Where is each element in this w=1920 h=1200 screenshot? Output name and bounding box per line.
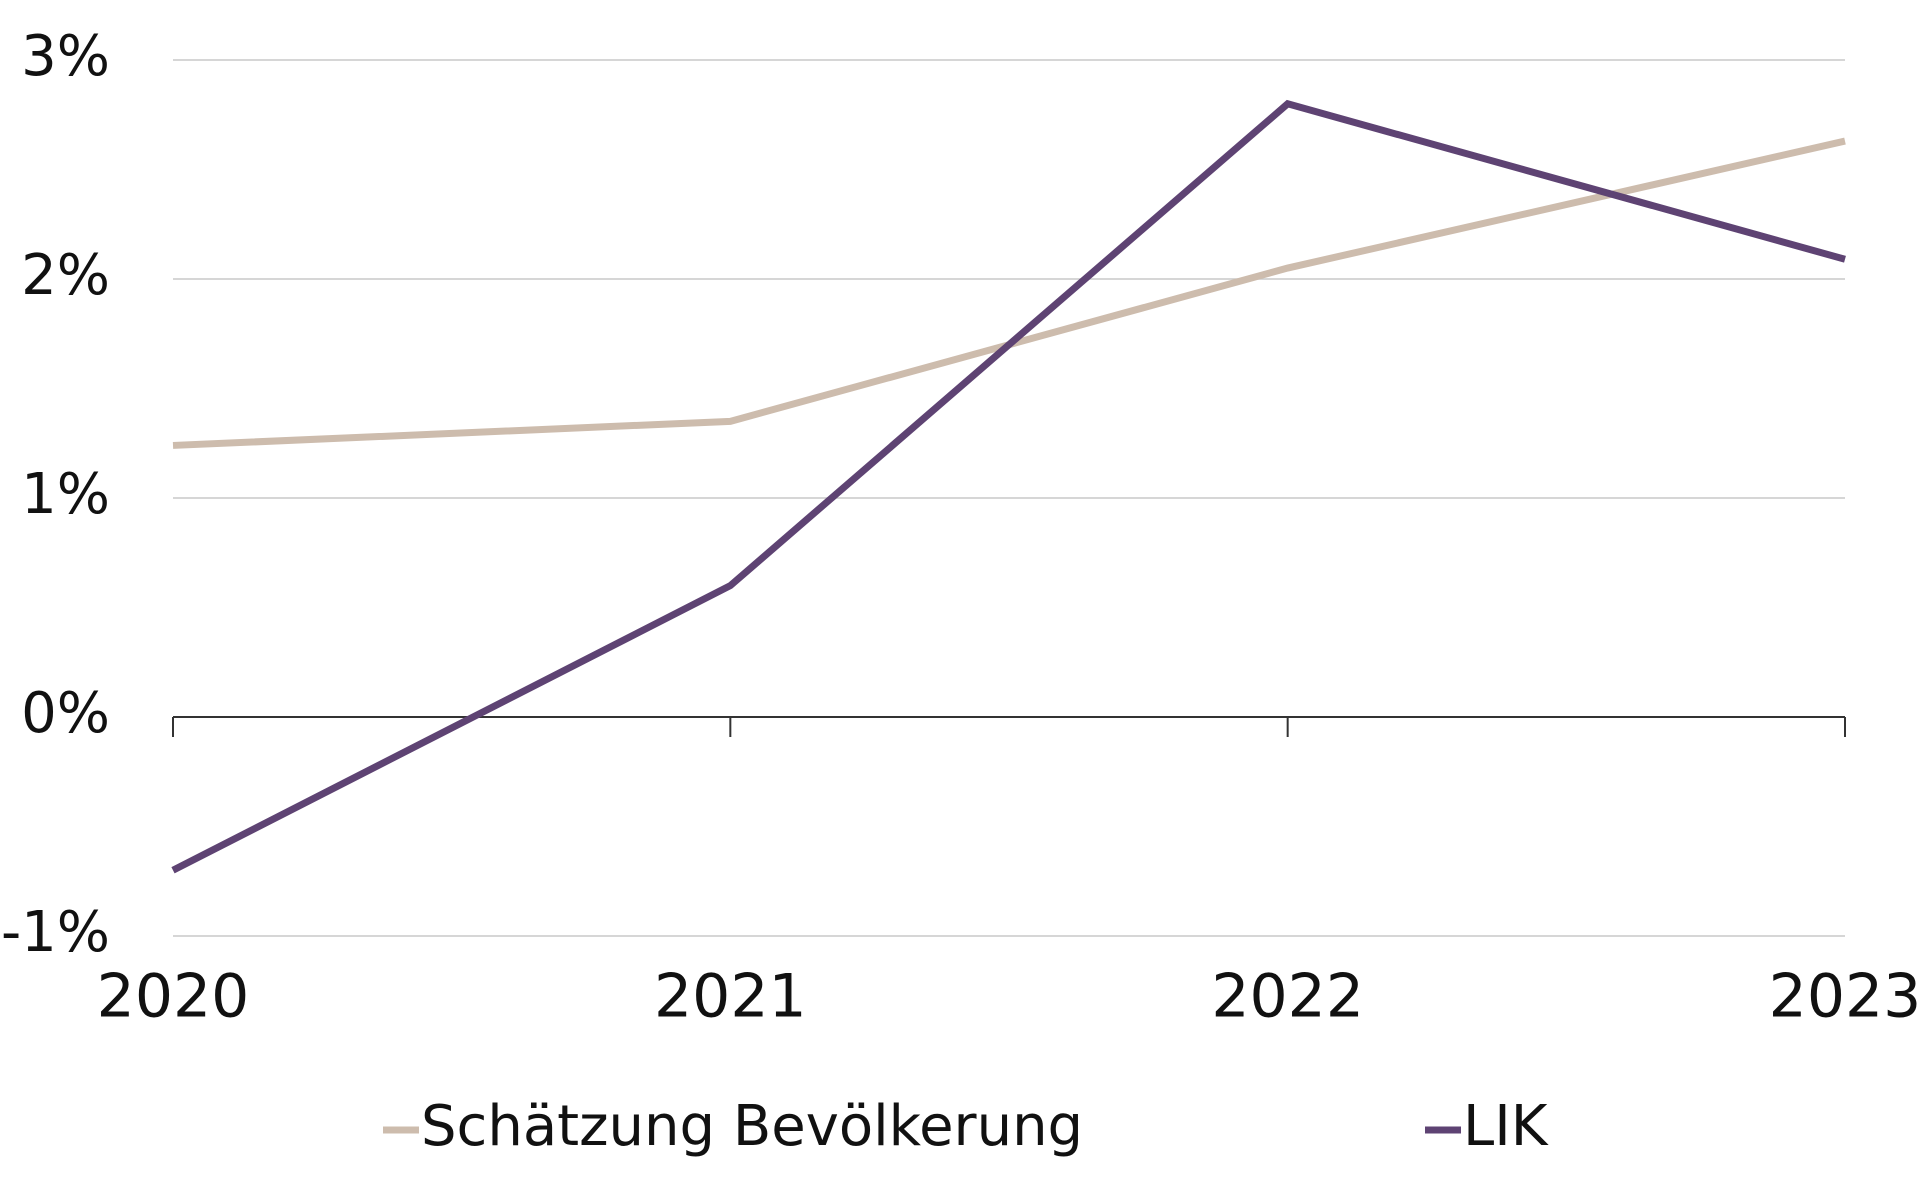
series-line — [171, 99, 1846, 874]
x-tick-label: 2021 — [654, 962, 807, 1032]
x-tick-label: 2022 — [1211, 962, 1364, 1032]
x-tick-label: 2020 — [97, 962, 250, 1032]
legend-label: LIK — [1463, 1094, 1549, 1159]
y-tick-label: 2% — [21, 243, 110, 308]
y-tick-label: 1% — [21, 462, 110, 527]
x-tick-label: 2023 — [1769, 962, 1920, 1032]
legend-label: Schätzung Bevölkerung — [421, 1094, 1083, 1159]
y-tick-label: 3% — [21, 24, 110, 89]
y-tick-label: 0% — [21, 681, 110, 746]
y-tick-label: -1% — [1, 900, 110, 965]
